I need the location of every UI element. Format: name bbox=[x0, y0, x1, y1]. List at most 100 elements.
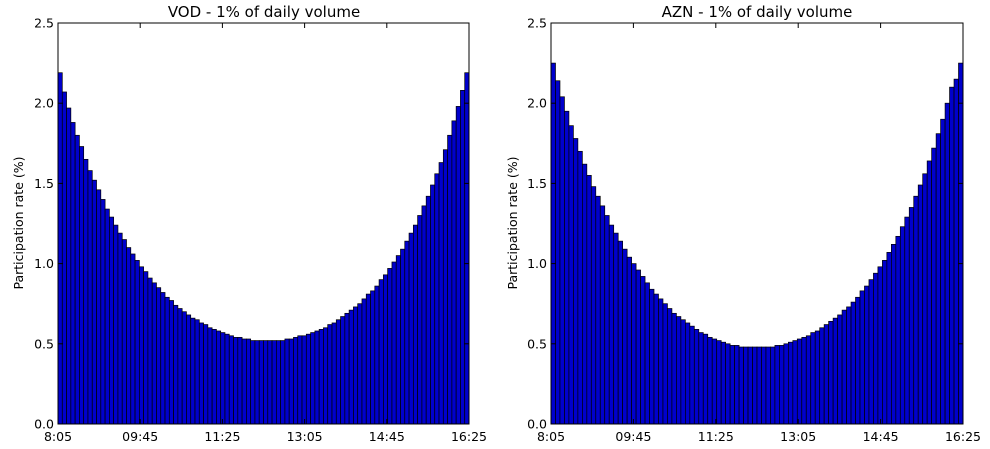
bar bbox=[391, 261, 397, 425]
bar bbox=[353, 306, 359, 425]
bar bbox=[451, 120, 457, 425]
bar bbox=[331, 322, 337, 425]
bar bbox=[949, 86, 955, 425]
bar bbox=[890, 244, 897, 425]
bar bbox=[250, 340, 256, 425]
bar bbox=[335, 319, 341, 425]
bar bbox=[595, 195, 601, 425]
y-tick-label: 2.0 bbox=[527, 96, 547, 111]
bar bbox=[559, 96, 565, 425]
x-tick-label: 11:25 bbox=[698, 429, 734, 444]
bar bbox=[658, 298, 664, 425]
y-tick-label: 1.0 bbox=[527, 256, 547, 271]
bar bbox=[720, 341, 726, 425]
bar bbox=[707, 337, 713, 425]
bar bbox=[344, 312, 350, 425]
bar bbox=[79, 146, 85, 425]
bar bbox=[383, 274, 389, 425]
bar bbox=[66, 107, 72, 425]
bar bbox=[280, 340, 286, 425]
bar bbox=[689, 325, 695, 425]
bar bbox=[783, 343, 789, 425]
bar bbox=[104, 208, 110, 425]
bar bbox=[374, 285, 380, 425]
bar bbox=[805, 335, 812, 425]
bar bbox=[267, 340, 273, 425]
bar bbox=[314, 330, 320, 425]
bar bbox=[160, 292, 166, 425]
bar bbox=[301, 335, 307, 425]
bar bbox=[271, 340, 277, 425]
y-tick-label: 1.5 bbox=[34, 176, 54, 191]
bar bbox=[676, 316, 682, 425]
plot-frame bbox=[550, 22, 964, 425]
plot-frame bbox=[57, 22, 470, 425]
bar bbox=[207, 327, 213, 425]
bar bbox=[228, 335, 234, 425]
bar bbox=[850, 301, 856, 425]
bar bbox=[895, 235, 901, 425]
bar bbox=[181, 311, 187, 425]
bar bbox=[631, 263, 637, 425]
bar bbox=[944, 102, 950, 425]
bar bbox=[370, 290, 376, 425]
bar bbox=[216, 330, 222, 425]
bar bbox=[134, 260, 140, 425]
chart-panel-azn: AZN - 1% of daily volume Participation r… bbox=[505, 3, 981, 444]
bar bbox=[904, 216, 910, 425]
chart-title: AZN - 1% of daily volume bbox=[662, 3, 853, 21]
x-tick-label: 11:25 bbox=[204, 429, 240, 444]
bar bbox=[61, 91, 67, 425]
bar bbox=[729, 345, 735, 425]
bar-series bbox=[57, 72, 470, 425]
bar bbox=[859, 290, 865, 425]
bar bbox=[765, 346, 771, 425]
chart-panel-vod: VOD - 1% of daily volume Participation r… bbox=[11, 3, 487, 444]
bar bbox=[96, 189, 102, 425]
bar bbox=[917, 184, 924, 425]
x-tick-label: 09:45 bbox=[615, 429, 651, 444]
bar bbox=[246, 338, 252, 425]
bar-series bbox=[550, 62, 964, 425]
bar bbox=[725, 343, 731, 425]
bar bbox=[211, 329, 217, 425]
bar bbox=[662, 303, 668, 425]
bar bbox=[224, 333, 230, 425]
y-tick-label: 2.5 bbox=[527, 16, 547, 31]
bar bbox=[323, 327, 329, 425]
bar bbox=[667, 308, 673, 425]
bar bbox=[568, 125, 574, 425]
bar bbox=[573, 138, 579, 425]
bar bbox=[738, 346, 744, 425]
bar bbox=[864, 285, 870, 425]
x-tick-label: 09:45 bbox=[122, 429, 158, 444]
bar bbox=[438, 162, 444, 425]
bar bbox=[940, 118, 946, 425]
bar bbox=[241, 338, 247, 425]
bar bbox=[421, 205, 427, 425]
bar bbox=[417, 215, 423, 425]
bar bbox=[156, 287, 162, 425]
bar bbox=[284, 338, 290, 425]
bar bbox=[327, 324, 333, 425]
bar bbox=[756, 346, 762, 425]
bar bbox=[198, 322, 204, 425]
y-tick-label: 1.0 bbox=[34, 256, 54, 271]
bar bbox=[823, 324, 829, 425]
bar bbox=[130, 253, 136, 425]
bar bbox=[275, 340, 281, 425]
bar bbox=[608, 224, 615, 425]
y-axis-label: Participation rate (%) bbox=[505, 156, 520, 289]
x-tick-label: 16:25 bbox=[451, 429, 487, 444]
bar bbox=[113, 224, 119, 425]
bar bbox=[684, 322, 691, 425]
y-tick-label: 2.0 bbox=[34, 96, 54, 111]
bar bbox=[626, 256, 632, 425]
axis-ticks: 0.0 0.5 1.0 1.5 2.0 2.5 8:05 09:45 11:25 13:05 14:… bbox=[527, 16, 981, 445]
bar bbox=[348, 309, 354, 425]
bar bbox=[293, 337, 299, 425]
bar bbox=[109, 216, 115, 425]
y-tick-label: 0.0 bbox=[34, 417, 54, 432]
